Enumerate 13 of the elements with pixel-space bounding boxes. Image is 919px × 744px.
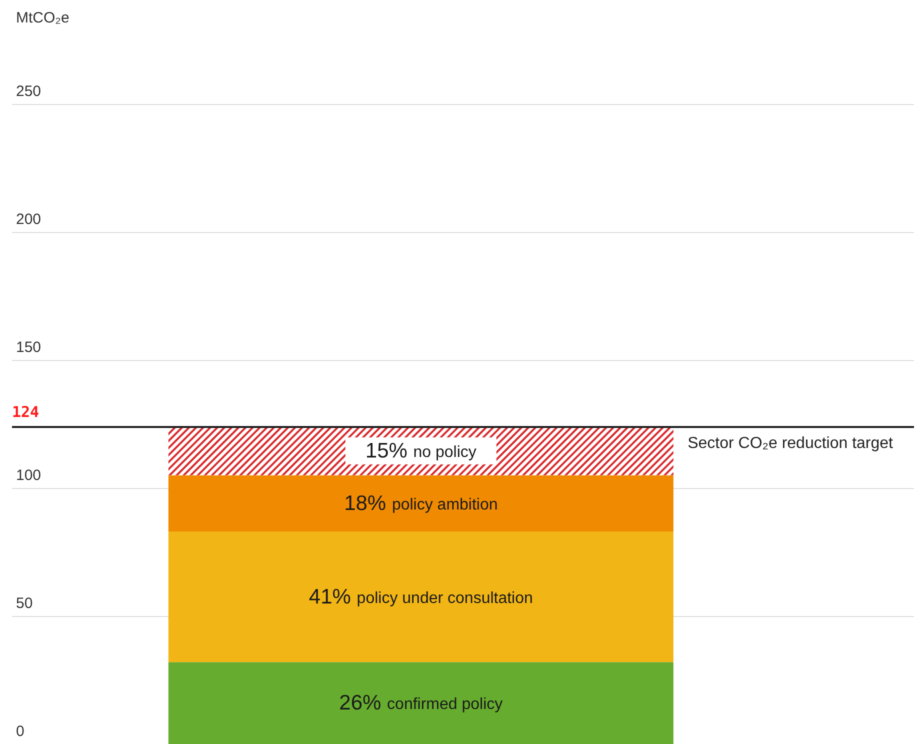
series-label: 26% confirmed policy [339,692,503,715]
annotation: 124 [12,403,40,422]
y-tick-label: 150 [16,339,42,356]
y-tick-label: 250 [16,83,42,100]
series-label: 18% policy ambition [344,492,498,515]
y-tick-label: 200 [16,211,42,228]
y-tick-label: 0 [16,723,24,740]
series-label: 41% policy under consultation [308,585,533,608]
series-label: 15% no policy [365,439,476,462]
y-tick-label: 50 [16,595,33,612]
y-tick-label: 100 [16,467,42,484]
y-axis-title: MtCO₂e [16,10,70,26]
ref-line-label: Sector CO₂e reduction target [688,435,894,452]
